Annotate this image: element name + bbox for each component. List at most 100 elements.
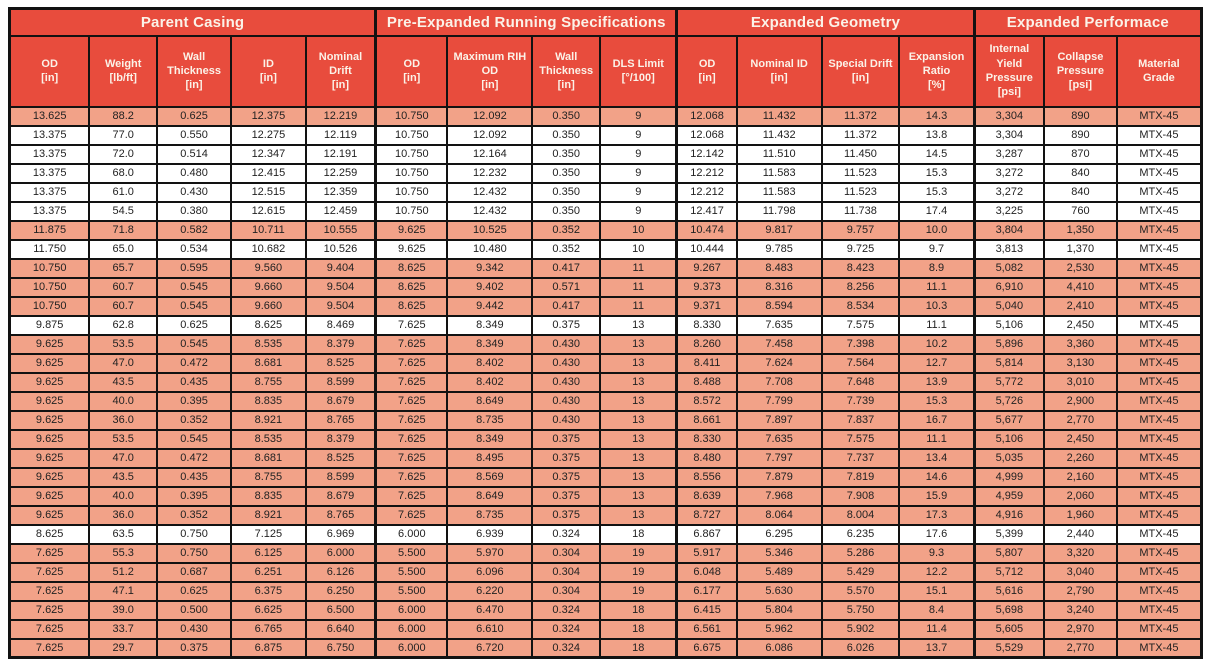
table-cell: 0.545	[156, 276, 232, 298]
column-label: DLS Limit	[612, 57, 664, 70]
table-cell: 40.0	[88, 390, 159, 412]
table-cell: 0.375	[156, 637, 232, 659]
table-cell: MTX-45	[1115, 428, 1203, 450]
table-cell: 6,910	[972, 276, 1045, 298]
table-cell: 7.968	[735, 485, 823, 507]
table-cell: 8.679	[304, 485, 377, 507]
column-label: Material Grade	[1138, 57, 1180, 84]
table-cell: 61.0	[88, 181, 159, 203]
table-cell: 8.921	[229, 409, 307, 431]
table-cell: 7.625	[374, 466, 449, 488]
table-cell: 12.259	[304, 162, 377, 184]
table-cell: 55.3	[88, 542, 159, 564]
column-unit: [psi]	[1068, 79, 1093, 92]
table-cell: 5,807	[972, 542, 1045, 564]
table-cell: 0.352	[531, 219, 602, 241]
table-cell: MTX-45	[1115, 561, 1203, 583]
table-cell: 10.750	[374, 181, 449, 203]
table-cell: 0.352	[156, 409, 232, 431]
table-cell: 3,010	[1043, 371, 1118, 393]
table-cell: 40.0	[88, 485, 159, 507]
table-cell: 39.0	[88, 599, 159, 621]
table-cell: 12.068	[675, 124, 738, 146]
table-cell: 7.897	[735, 409, 823, 431]
column-header-od-5: OD [in]	[374, 34, 449, 108]
table-cell: 7.625	[8, 542, 91, 564]
table-cell: 8.594	[735, 295, 823, 317]
table-cell: 8.727	[675, 504, 738, 526]
table-cell: 5,772	[972, 371, 1045, 393]
table-cell: 12.417	[675, 200, 738, 222]
table-cell: 7.625	[374, 428, 449, 450]
table-cell: 11.798	[735, 200, 823, 222]
table-row: 9.625 36.0 0.352 8.921 8.765 7.625 8.735 0.430 1…	[8, 409, 1203, 431]
table-cell: 12.119	[304, 124, 377, 146]
table-row: 9.625 43.5 0.435 8.755 8.599 7.625 8.402 0.430 1…	[8, 371, 1203, 393]
table-cell: 2,260	[1043, 447, 1118, 469]
group-header-expanded-geometry: Expanded Geometry	[675, 7, 976, 37]
table-cell: 8.661	[675, 409, 738, 431]
table-cell: 8.411	[675, 352, 738, 374]
table-cell: 14.5	[898, 143, 976, 165]
table-cell: 9.342	[446, 257, 534, 279]
column-unit: [in]	[41, 72, 59, 84]
table-cell: 88.2	[88, 105, 159, 127]
table-cell: 12.432	[446, 200, 534, 222]
table-row: 13.375 61.0 0.430 12.515 12.359 10.750 12.432 0…	[8, 181, 1203, 203]
table-cell: 11.523	[820, 162, 901, 184]
table-cell: 13.375	[8, 162, 91, 184]
table-cell: 8.260	[675, 333, 738, 355]
table-cell: 9.7	[898, 238, 976, 260]
column-unit: [%]	[927, 79, 946, 92]
table-cell: 9.625	[8, 333, 91, 355]
table-cell: 5.489	[735, 561, 823, 583]
table-cell: 0.430	[531, 409, 602, 431]
table-cell: 6.750	[304, 637, 377, 659]
table-cell: 0.350	[531, 181, 602, 203]
table-cell: 13.8	[898, 124, 976, 146]
table-row: 7.625 51.2 0.687 6.251 6.126 5.500 6.096 0.304 1…	[8, 561, 1203, 583]
table-row: 13.375 72.0 0.514 12.347 12.191 10.750 12.164 0…	[8, 143, 1203, 165]
table-cell: 18	[599, 599, 678, 621]
table-row: 10.750 60.7 0.545 9.660 9.504 8.625 9.442 0.417…	[8, 295, 1203, 317]
table-cell: 8.379	[304, 333, 377, 355]
table-cell: 9	[599, 181, 678, 203]
table-cell: 7.564	[820, 352, 901, 374]
table-cell: 8.765	[304, 504, 377, 526]
table-cell: 7.625	[8, 580, 91, 602]
table-row: 8.625 63.5 0.750 7.125 6.969 6.000 6.939 0.324 1…	[8, 523, 1203, 545]
table-cell: 9.660	[229, 295, 307, 317]
table-cell: 5,040	[972, 295, 1045, 317]
table-cell: 8.4	[898, 599, 976, 621]
table-cell: 13	[599, 466, 678, 488]
table-cell: 13	[599, 428, 678, 450]
table-cell: 5.902	[820, 618, 901, 640]
table-cell: 0.395	[156, 390, 232, 412]
table-cell: 8.483	[735, 257, 823, 279]
table-cell: 9.402	[446, 276, 534, 298]
table-row: 13.375 68.0 0.480 12.415 12.259 10.750 12.232 0…	[8, 162, 1203, 184]
table-cell: 13	[599, 409, 678, 431]
table-cell: 9.267	[675, 257, 738, 279]
table-cell: 11.875	[8, 219, 91, 241]
table-row: 9.625 53.5 0.545 8.535 8.379 7.625 8.349 0.430 1…	[8, 333, 1203, 355]
table-cell: 0.472	[156, 352, 232, 374]
table-cell: 9	[599, 162, 678, 184]
table-cell: 9.625	[8, 352, 91, 374]
table-cell: 68.0	[88, 162, 159, 184]
table-cell: 8.349	[446, 333, 534, 355]
table-cell: 6.096	[446, 561, 534, 583]
column-unit: [°/100]	[621, 72, 655, 84]
table-cell: 7.625	[374, 504, 449, 526]
table-cell: 77.0	[88, 124, 159, 146]
table-cell: 3,360	[1043, 333, 1118, 355]
table-cell: 7.575	[820, 428, 901, 450]
table-cell: 8.9	[898, 257, 976, 279]
table-cell: MTX-45	[1115, 276, 1203, 298]
table-cell: 72.0	[88, 143, 159, 165]
table-cell: MTX-45	[1115, 352, 1203, 374]
table-cell: 12.092	[446, 124, 534, 146]
table-cell: 2,790	[1043, 580, 1118, 602]
table-cell: 2,410	[1043, 295, 1118, 317]
table-cell: 8.625	[374, 257, 449, 279]
